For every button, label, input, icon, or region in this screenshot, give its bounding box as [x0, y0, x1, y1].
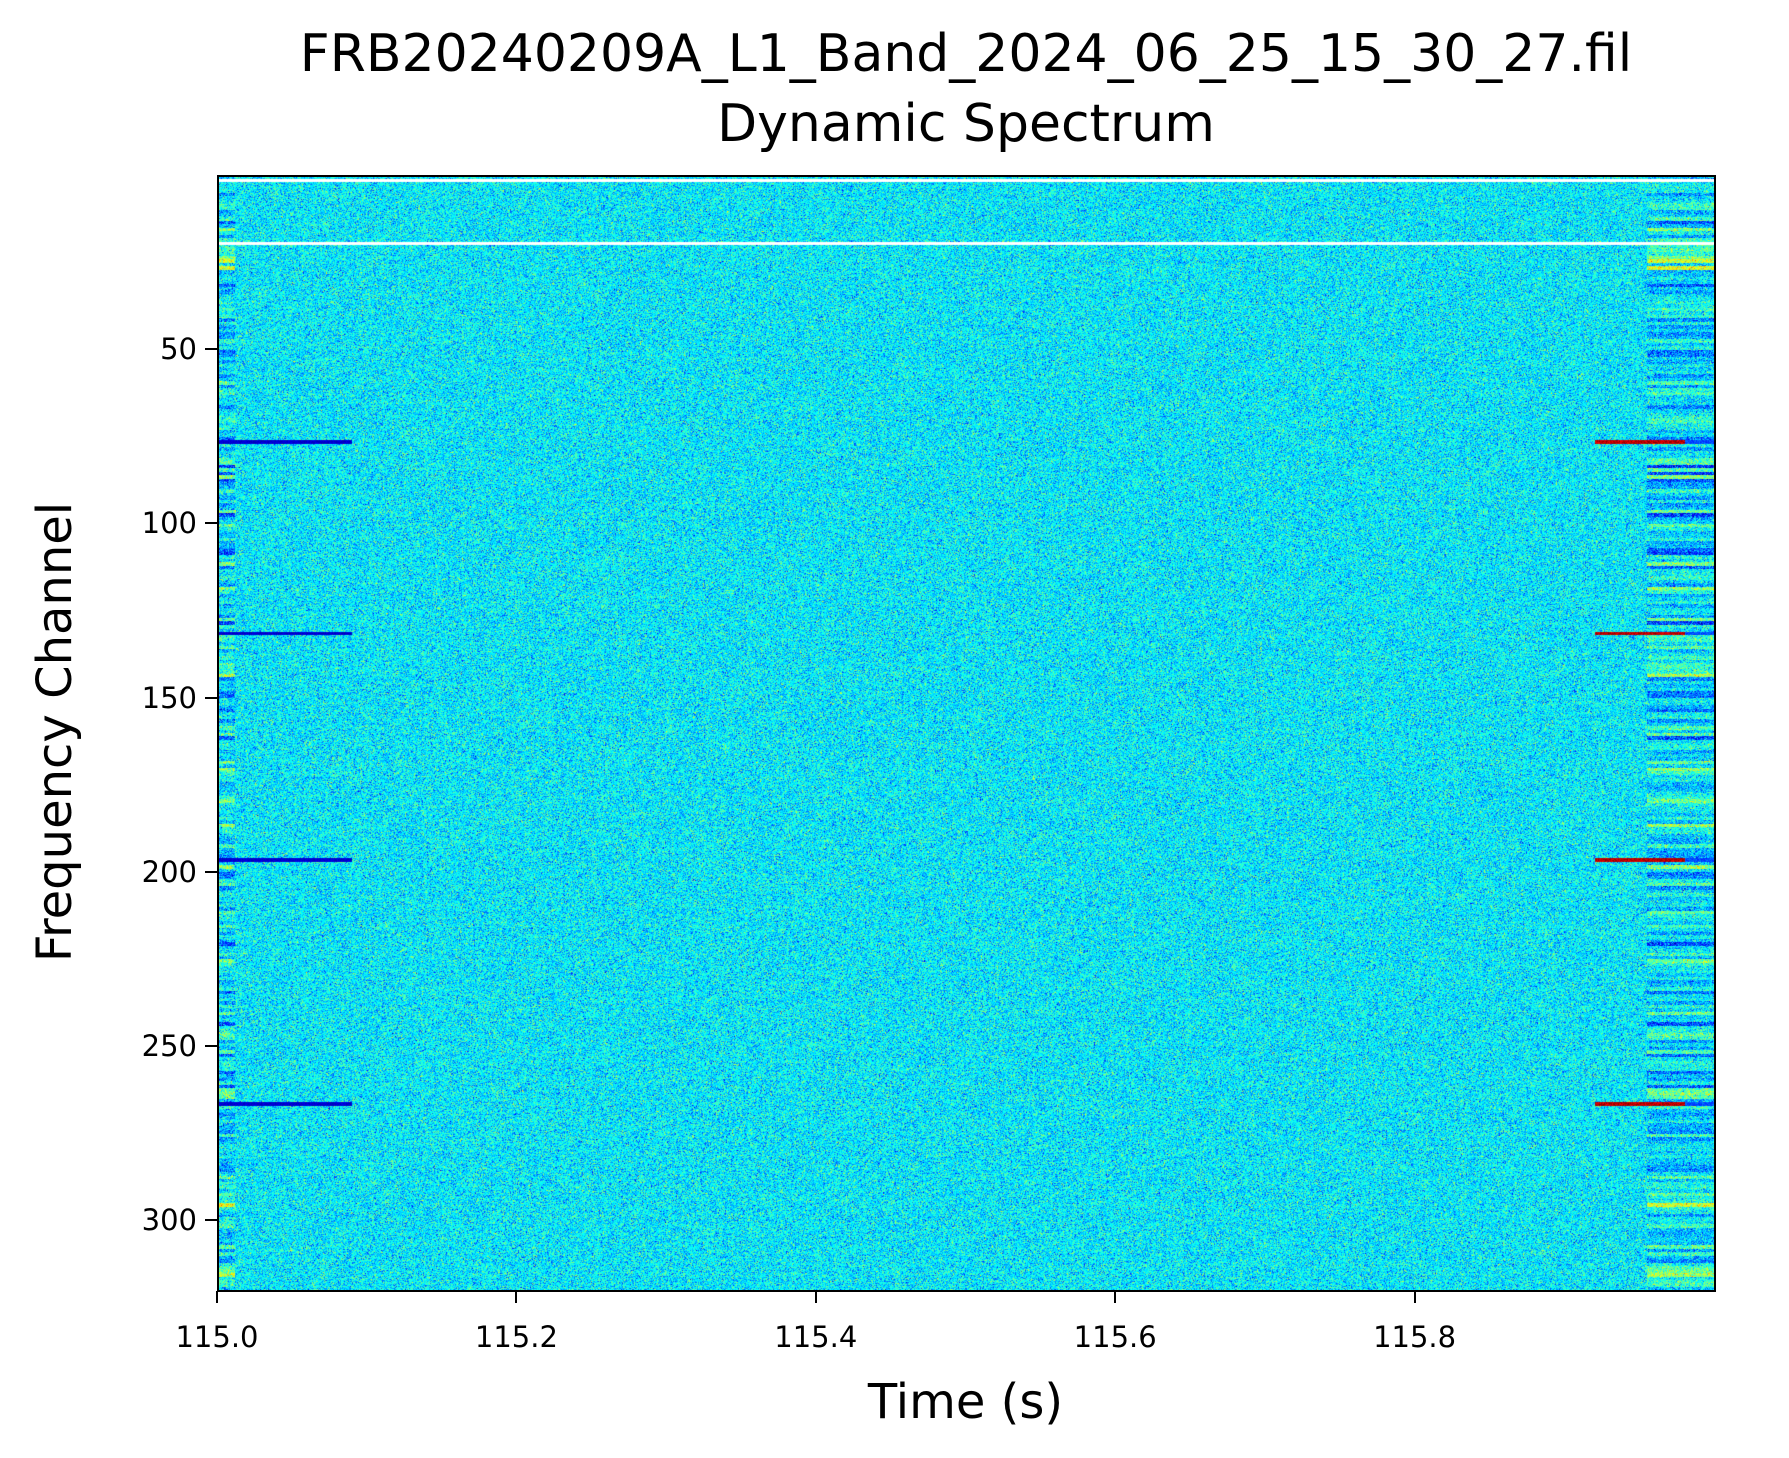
- chart-subtitle: Dynamic Spectrum: [717, 94, 1215, 154]
- y-tick-mark: [205, 870, 217, 873]
- x-tick-mark: [814, 1291, 817, 1303]
- x-tick-label: 115.0: [175, 1320, 259, 1354]
- y-tick-mark: [205, 1219, 217, 1222]
- y-tick-label: 250: [141, 1029, 197, 1064]
- x-tick-label: 115.2: [474, 1320, 558, 1354]
- y-tick-label: 100: [141, 506, 197, 541]
- y-tick-label: 300: [141, 1203, 197, 1238]
- y-tick-mark: [205, 696, 217, 699]
- y-axis-label: Frequency Channel: [27, 501, 83, 963]
- x-tick-mark: [1114, 1291, 1117, 1303]
- y-tick-mark: [205, 348, 217, 351]
- y-tick-label: 150: [141, 680, 197, 715]
- x-tick-mark: [216, 1291, 218, 1303]
- y-tick-mark: [205, 1045, 217, 1048]
- x-tick-label: 115.6: [1073, 1320, 1157, 1354]
- x-axis-label: Time (s): [867, 1374, 1064, 1430]
- x-tick-mark: [515, 1291, 518, 1303]
- plot-area: [217, 175, 1716, 1292]
- x-tick-label: 115.8: [1373, 1320, 1457, 1354]
- x-tick-label: 115.4: [774, 1320, 858, 1354]
- y-tick-mark: [205, 522, 217, 525]
- y-tick-label: 200: [141, 854, 197, 889]
- x-tick-mark: [1413, 1291, 1416, 1303]
- dynamic-spectrum-heatmap: [217, 175, 1714, 1290]
- y-tick-label: 50: [160, 332, 197, 367]
- chart-title: FRB20240209A_L1_Band_2024_06_25_15_30_27…: [299, 24, 1633, 84]
